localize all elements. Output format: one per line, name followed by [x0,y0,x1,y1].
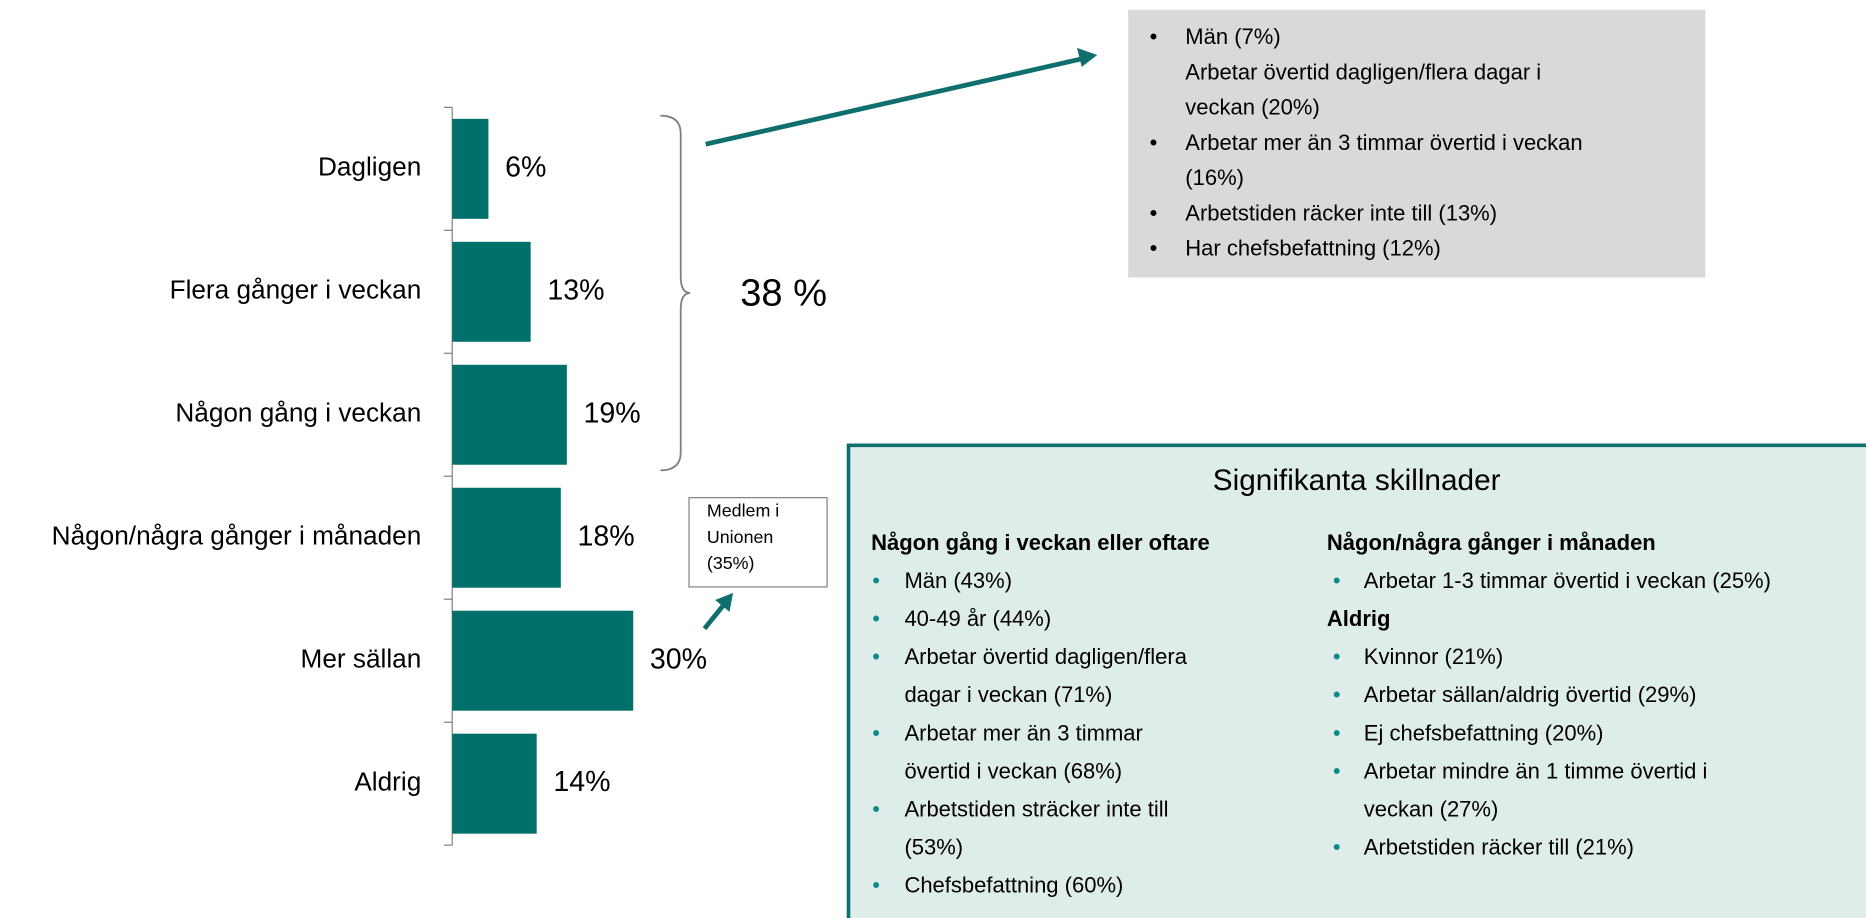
list-item: Arbetar övertid dagligen/flera [904,644,1187,669]
bracket-label: 38 % [740,272,827,314]
top-box [1128,9,1706,278]
unionen-box [688,497,828,588]
list-item: Arbetstiden räcker till (21%) [1364,835,1634,860]
bullet: • [1150,24,1158,49]
value-label: 6% [505,151,546,183]
bullet: • [872,873,880,898]
bullet: • [872,644,880,669]
bullet: • [1333,644,1341,669]
list-item: Arbetar övertid dagligen/flera dagar i [1185,59,1541,84]
bullet: • [1333,835,1341,860]
list-item: Arbetar sällan/aldrig övertid (29%) [1364,682,1697,707]
bullet: • [1150,235,1158,260]
arrow-head [715,592,734,612]
bar [452,487,561,588]
list-item: (53%) [904,835,963,860]
list-item: Arbetstiden sträcker inte till [904,796,1168,821]
list-item: Chefsbefattning (60%) [904,873,1123,898]
bar [452,241,531,342]
value-label: 18% [577,520,634,552]
bullet: • [872,720,880,745]
category-label: Någon/några gånger i månaden [52,521,422,551]
value-label: 14% [553,766,610,798]
arrow-head [1076,47,1098,67]
list-item: Arbetar 1-3 timmar övertid i veckan (25%… [1364,568,1771,593]
list-item: Har chefsbefattning (12%) [1185,235,1441,260]
note-text: Medlem i [707,501,779,521]
group-heading: Aldrig [1327,606,1391,631]
category-label: Aldrig [354,767,421,797]
list-item: veckan (20%) [1185,95,1320,120]
category-label: Dagligen [318,152,421,182]
bullet: • [1333,568,1341,593]
list-item: Kvinnor (21%) [1364,644,1503,669]
value-label: 30% [650,643,707,675]
list-item: Ej chefsbefattning (20%) [1364,720,1604,745]
note-text: Unionen [707,527,773,547]
bar [452,364,567,465]
bullet: • [872,606,880,631]
list-item: övertid i veckan (68%) [904,758,1122,783]
bullet: • [1333,682,1341,707]
list-item: Arbetstiden räcker inte till (13%) [1185,200,1497,225]
bullet: • [1150,200,1158,225]
arrow-line [702,602,727,631]
list-item: Arbetar mindre än 1 timme övertid i [1364,758,1708,783]
bar [452,118,489,219]
list-item: Arbetar mer än 3 timmar [904,720,1142,745]
list-item: Arbetar mer än 3 timmar övertid i veckan [1185,130,1582,155]
bullet: • [1150,130,1158,155]
value-label: 19% [584,397,641,429]
category-label: Flera gånger i veckan [170,275,422,305]
bullet: • [872,796,880,821]
group-heading: Någon/några gånger i månaden [1327,530,1656,555]
note-text: (35%) [707,553,755,573]
bar [452,733,537,834]
list-item: 40-49 år (44%) [904,606,1051,631]
list-item: veckan (27%) [1364,796,1499,821]
significant-box [846,443,1866,918]
value-label: 13% [547,274,604,306]
bullet: • [872,568,880,593]
list-item: (16%) [1185,165,1244,190]
list-item: dagar i veckan (71%) [904,682,1112,707]
list-item: Män (7%) [1185,24,1280,49]
bullet: • [1333,720,1341,745]
list-item: Män (43%) [904,568,1012,593]
bullet: • [1333,758,1341,783]
bar [452,610,634,711]
bracket [660,114,691,472]
category-label: Mer sällan [301,644,422,674]
group-heading: Någon gång i veckan eller oftare [871,530,1210,555]
category-label: Någon gång i veckan [175,398,421,428]
arrow-line [705,56,1084,147]
box-title: Signifikanta skillnader [1213,464,1501,497]
